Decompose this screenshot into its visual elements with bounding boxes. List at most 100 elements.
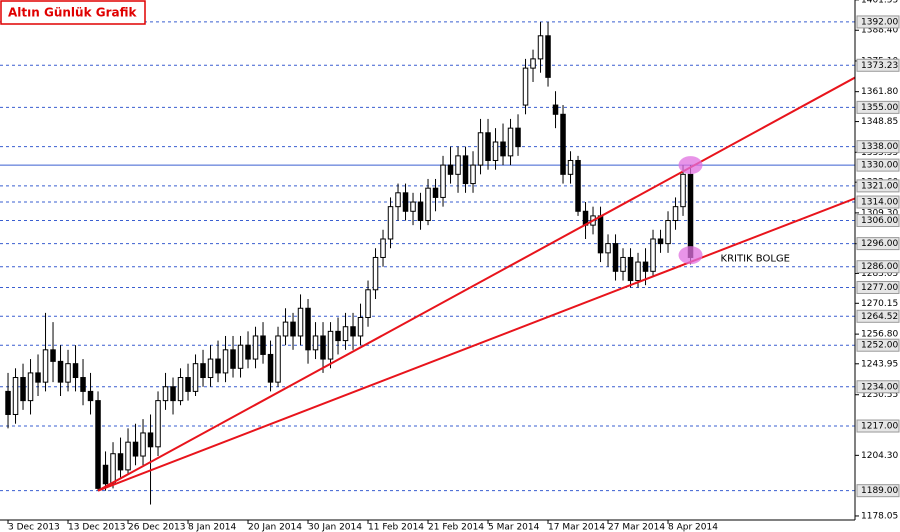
candle-body	[260, 335, 266, 355]
candle-body	[72, 363, 79, 379]
x-tick-label: 11 Feb 2014	[368, 523, 424, 532]
level-label-box	[856, 280, 900, 294]
candle-body	[267, 353, 274, 383]
candle-body	[117, 453, 124, 471]
x-tick-label: 27 Mar 2014	[608, 523, 665, 532]
candle-body	[312, 335, 319, 351]
candle-body	[432, 187, 439, 198]
candle-body	[207, 358, 214, 379]
trendline	[97, 197, 855, 492]
candle-body	[687, 173, 694, 258]
level-label: 1373.23	[861, 61, 898, 71]
x-tick-label: 21 Feb 2014	[428, 523, 484, 532]
level-label-box	[856, 237, 900, 251]
level-label-box	[856, 179, 900, 193]
candle-body	[162, 386, 169, 402]
candle-body	[140, 432, 146, 457]
candle-body	[230, 349, 236, 369]
candle-body	[275, 335, 281, 383]
candle-body	[252, 335, 259, 360]
candle-body	[110, 453, 116, 485]
y-tick-label: 1388.40	[861, 26, 898, 36]
level-label-box	[856, 15, 900, 29]
candle-body	[575, 159, 581, 212]
y-tick-label: 1243.95	[861, 359, 898, 369]
candle-body	[282, 321, 289, 337]
candle-body	[245, 344, 251, 360]
y-tick-label: 1348.85	[861, 117, 898, 127]
level-label: 1189.00	[861, 486, 898, 496]
level-label: 1286.00	[861, 262, 898, 272]
x-tick-label: 20 Jan 2014	[248, 523, 302, 532]
trendline	[97, 76, 855, 492]
x-tick-label: 13 Dec 2013	[68, 523, 126, 532]
candle-body	[372, 256, 379, 291]
level-label: 1217.00	[861, 422, 898, 432]
y-tick-label: 1178.05	[861, 511, 898, 521]
candle-body	[357, 316, 364, 337]
y-tick-label: 1270.15	[861, 299, 898, 309]
candle-body	[320, 335, 326, 360]
candle-body	[650, 238, 656, 272]
level-label-box	[856, 140, 900, 154]
candle-body	[567, 159, 574, 175]
candle-body	[455, 155, 461, 175]
x-tick-label: 3 Dec 2013	[8, 523, 60, 532]
candle-body	[80, 377, 86, 392]
candle-body	[410, 201, 416, 212]
level-label: 1296.00	[861, 239, 898, 249]
x-tick-label: 17 Mar 2014	[548, 523, 605, 532]
title-box	[0, 0, 146, 25]
candle-body	[65, 363, 71, 383]
highlight	[678, 246, 703, 265]
candle-body	[597, 215, 604, 254]
candle-body	[642, 261, 649, 272]
level-label-box	[856, 195, 900, 209]
highlight	[678, 156, 703, 175]
candle-body	[395, 192, 401, 208]
candle-body	[350, 326, 356, 337]
level-label: 1277.00	[861, 283, 898, 293]
candle-body	[147, 432, 154, 448]
candle-body	[177, 377, 184, 402]
candle-body	[50, 349, 56, 362]
candle-body	[492, 141, 499, 161]
candle-body	[552, 104, 559, 115]
candle-body	[485, 132, 491, 161]
candle-body	[657, 238, 664, 245]
candle-body	[200, 363, 206, 379]
x-tick-label: 26 Dec 2013	[128, 523, 186, 532]
candle-body	[507, 127, 514, 157]
candle-body	[500, 141, 506, 157]
level-label: 1252.00	[861, 341, 898, 351]
level-label: 1314.00	[861, 198, 898, 208]
level-label: 1330.00	[861, 161, 898, 171]
candle-body	[95, 400, 101, 489]
candle-body	[537, 35, 544, 60]
level-label-box	[856, 419, 900, 433]
level-label: 1392.00	[861, 17, 898, 27]
candle-body	[335, 330, 341, 342]
level-label: 1321.00	[861, 181, 898, 191]
axes: 1401.551388.401375.101361.801348.851335.…	[7, 0, 900, 532]
level-label-box	[856, 214, 900, 228]
candle-body	[545, 35, 551, 78]
candle-body	[672, 206, 679, 222]
candle-body	[192, 363, 199, 392]
candle-body	[380, 238, 386, 258]
candle-body	[387, 206, 394, 240]
candle-body	[627, 256, 634, 282]
y-tick-label: 1283.05	[861, 269, 898, 279]
level-label-box	[856, 380, 900, 394]
chart-title: Altın Günlük Grafik	[8, 6, 137, 20]
candle-body	[102, 464, 109, 485]
annotation: KRITIK BOLGE	[721, 254, 790, 265]
candle-body	[425, 187, 431, 222]
candle-body	[35, 372, 41, 383]
candle-body	[290, 321, 296, 337]
candle-body	[42, 349, 49, 383]
candle-body	[185, 377, 191, 392]
candle-body	[327, 330, 334, 360]
level-label: 1338.00	[861, 142, 898, 152]
candle-body	[87, 390, 94, 402]
